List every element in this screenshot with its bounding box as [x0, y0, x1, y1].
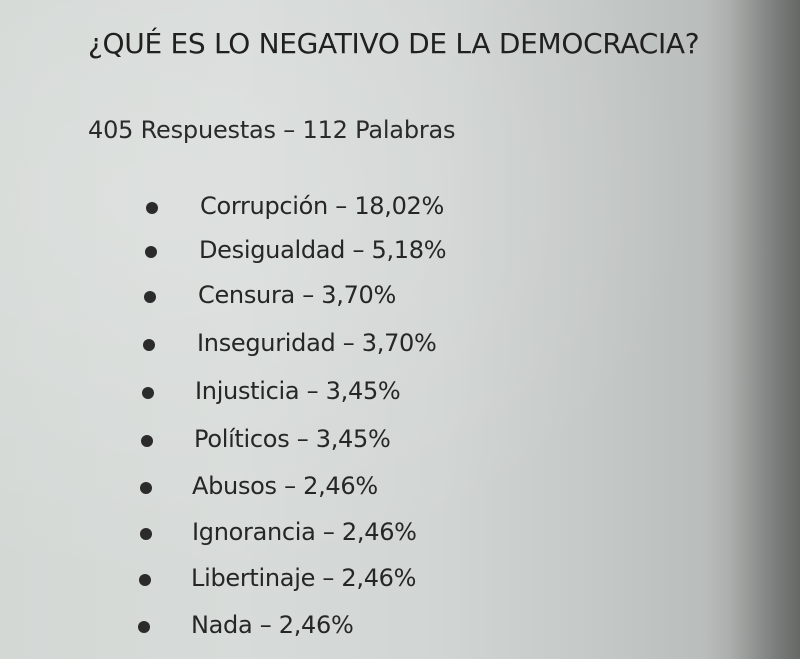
- list-item-label: Nada – 2,46%: [191, 611, 354, 639]
- bullet-icon: [140, 482, 152, 494]
- bullet-icon: [138, 621, 150, 633]
- list-item-label: Libertinaje – 2,46%: [191, 564, 417, 592]
- list-item-label: Desigualdad – 5,18%: [199, 236, 447, 264]
- document-subtitle: 405 Respuestas – 112 Palabras: [88, 116, 456, 144]
- list-item-label: Políticos – 3,45%: [194, 425, 391, 453]
- document-title: ¿QUÉ ES LO NEGATIVO DE LA DEMOCRACIA?: [88, 27, 700, 60]
- list-item-label: Ignorancia – 2,46%: [192, 518, 417, 546]
- list-item-label: Injusticia – 3,45%: [195, 377, 401, 405]
- bullet-icon: [144, 291, 156, 303]
- list-item-label: Corrupción – 18,02%: [200, 192, 445, 220]
- list-item-label: Abusos – 2,46%: [192, 472, 378, 500]
- bullet-icon: [140, 528, 152, 540]
- bullet-icon: [142, 387, 154, 399]
- bullet-icon: [145, 246, 157, 258]
- bullet-icon: [141, 435, 153, 447]
- bullet-icon: [146, 202, 158, 214]
- bullet-icon: [139, 574, 151, 586]
- list-item-label: Inseguridad – 3,70%: [197, 329, 437, 357]
- bullet-icon: [143, 339, 155, 351]
- list-item-label: Censura – 3,70%: [198, 281, 397, 309]
